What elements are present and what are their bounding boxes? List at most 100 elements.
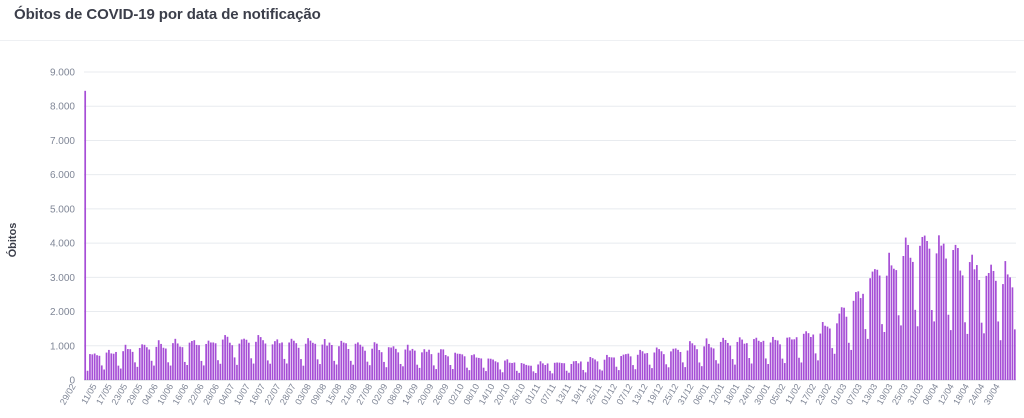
bar[interactable] bbox=[719, 341, 722, 380]
bar[interactable] bbox=[722, 337, 724, 380]
bar[interactable] bbox=[916, 326, 919, 380]
bar[interactable] bbox=[368, 365, 371, 380]
bar[interactable] bbox=[601, 370, 604, 380]
bar[interactable] bbox=[549, 370, 551, 380]
bar[interactable] bbox=[143, 344, 146, 380]
bar[interactable] bbox=[418, 367, 421, 380]
bar[interactable] bbox=[155, 346, 158, 380]
bar[interactable] bbox=[644, 353, 646, 380]
bar[interactable] bbox=[542, 363, 544, 380]
bar[interactable] bbox=[672, 348, 675, 380]
bar[interactable] bbox=[134, 362, 136, 380]
bar[interactable] bbox=[788, 337, 791, 380]
bar[interactable] bbox=[435, 369, 438, 380]
bar[interactable] bbox=[741, 339, 743, 380]
bar[interactable] bbox=[703, 346, 705, 380]
bar[interactable] bbox=[698, 362, 701, 380]
bar[interactable] bbox=[589, 357, 592, 380]
bar[interactable] bbox=[684, 367, 687, 380]
bar[interactable] bbox=[855, 292, 857, 380]
bar[interactable] bbox=[767, 364, 770, 380]
bar[interactable] bbox=[169, 365, 172, 380]
bar[interactable] bbox=[980, 322, 983, 380]
bar[interactable] bbox=[947, 314, 950, 380]
bar[interactable] bbox=[119, 368, 122, 380]
bar[interactable] bbox=[1013, 329, 1016, 380]
bar[interactable] bbox=[330, 345, 333, 380]
bar[interactable] bbox=[579, 361, 582, 380]
bar[interactable] bbox=[371, 348, 373, 380]
bar[interactable] bbox=[285, 363, 288, 381]
bar[interactable] bbox=[281, 342, 283, 380]
bar[interactable] bbox=[608, 357, 611, 380]
bar[interactable] bbox=[432, 365, 435, 380]
bar[interactable] bbox=[221, 339, 224, 380]
bar[interactable] bbox=[919, 245, 921, 380]
bar[interactable] bbox=[205, 343, 207, 380]
bar[interactable] bbox=[670, 351, 672, 380]
bar[interactable] bbox=[596, 361, 599, 380]
bar[interactable] bbox=[342, 342, 345, 380]
bar[interactable] bbox=[878, 275, 881, 380]
bar[interactable] bbox=[461, 354, 464, 380]
bar[interactable] bbox=[622, 354, 625, 380]
bar[interactable] bbox=[231, 345, 234, 380]
bar[interactable] bbox=[828, 328, 831, 380]
bar[interactable] bbox=[340, 340, 343, 380]
bar[interactable] bbox=[494, 361, 497, 380]
bar[interactable] bbox=[454, 352, 456, 380]
bar[interactable] bbox=[141, 344, 143, 380]
bar[interactable] bbox=[987, 272, 990, 380]
bar[interactable] bbox=[200, 360, 203, 380]
bar[interactable] bbox=[802, 333, 805, 380]
bar[interactable] bbox=[349, 360, 352, 380]
bar[interactable] bbox=[909, 257, 912, 380]
bar[interactable] bbox=[551, 373, 554, 380]
bar[interactable] bbox=[736, 341, 739, 380]
bar[interactable] bbox=[530, 365, 532, 380]
bar[interactable] bbox=[791, 339, 793, 380]
bar[interactable] bbox=[131, 351, 134, 380]
bar[interactable] bbox=[850, 349, 853, 380]
bar[interactable] bbox=[338, 346, 340, 380]
bar[interactable] bbox=[150, 360, 153, 380]
bar[interactable] bbox=[926, 240, 928, 380]
bar[interactable] bbox=[413, 350, 416, 380]
bar[interactable] bbox=[463, 356, 466, 380]
bar[interactable] bbox=[890, 265, 893, 380]
bar[interactable] bbox=[214, 343, 217, 380]
bar[interactable] bbox=[971, 254, 973, 380]
bar[interactable] bbox=[447, 356, 449, 380]
bar[interactable] bbox=[779, 344, 781, 380]
bar[interactable] bbox=[843, 307, 845, 380]
bar[interactable] bbox=[504, 360, 506, 380]
bar[interactable] bbox=[776, 340, 779, 380]
bar[interactable] bbox=[691, 343, 694, 380]
bar[interactable] bbox=[613, 357, 615, 380]
bar[interactable] bbox=[938, 235, 940, 380]
bar[interactable] bbox=[387, 347, 390, 380]
bar[interactable] bbox=[406, 344, 409, 380]
bar[interactable] bbox=[662, 354, 665, 380]
bar[interactable] bbox=[181, 347, 184, 380]
bar[interactable] bbox=[990, 264, 992, 380]
bar[interactable] bbox=[162, 347, 165, 380]
bar[interactable] bbox=[487, 358, 490, 380]
bar[interactable] bbox=[335, 364, 338, 381]
bar[interactable] bbox=[558, 362, 561, 380]
bar[interactable] bbox=[496, 362, 499, 380]
bar[interactable] bbox=[800, 362, 803, 380]
bar[interactable] bbox=[591, 358, 594, 380]
bar[interactable] bbox=[1011, 287, 1014, 380]
bar[interactable] bbox=[523, 363, 525, 380]
bar[interactable] bbox=[468, 370, 471, 380]
bar[interactable] bbox=[288, 342, 290, 380]
bar[interactable] bbox=[105, 352, 108, 380]
bar[interactable] bbox=[575, 361, 577, 380]
bar[interactable] bbox=[148, 349, 151, 380]
bar[interactable] bbox=[217, 360, 219, 380]
bar[interactable] bbox=[233, 357, 236, 380]
bar[interactable] bbox=[629, 356, 632, 380]
bar[interactable] bbox=[774, 339, 777, 380]
bar[interactable] bbox=[772, 336, 774, 380]
